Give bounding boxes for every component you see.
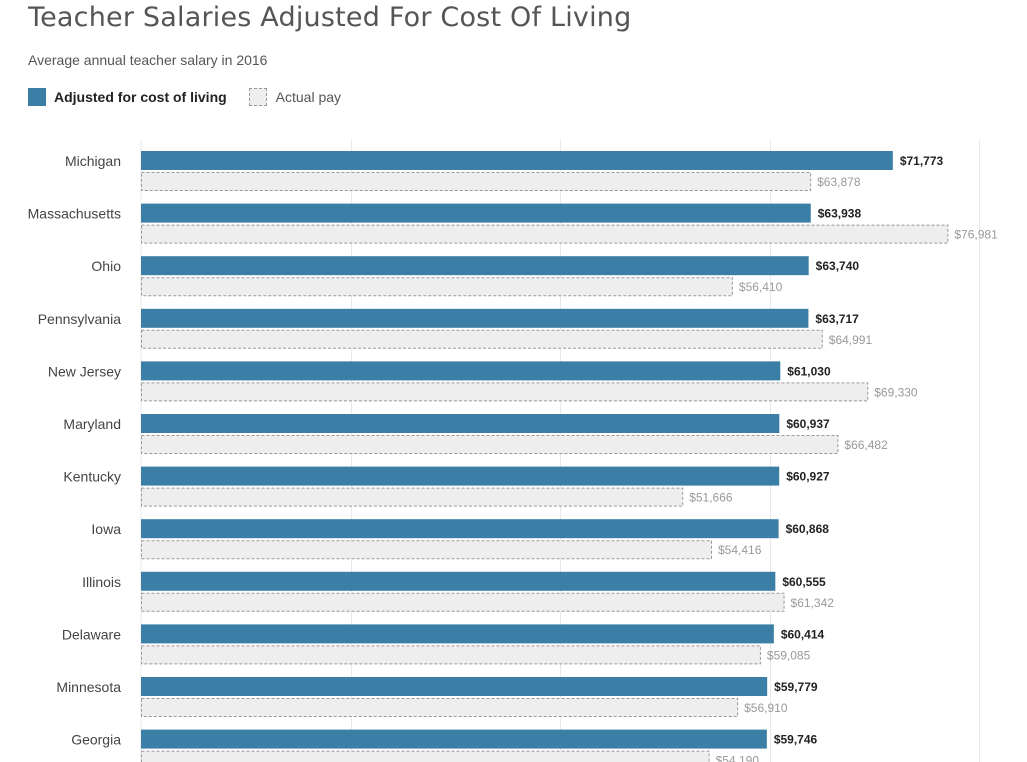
category-label: Delaware [62, 626, 121, 642]
data-label-adjusted: $59,779 [774, 680, 818, 694]
chart-row: Pennsylvania $63,717 $64,991 [38, 308, 873, 349]
bar-actual [141, 592, 785, 612]
legend-label-adjusted: Adjusted for cost of living [54, 89, 227, 105]
data-label-actual: $59,085 [767, 648, 811, 662]
chart-row: Iowa $60,868 $54,416 [91, 519, 830, 560]
chart-row: Michigan $71,773 $63,878 [65, 151, 944, 191]
bar-actual [141, 172, 812, 191]
bar-adjusted [141, 256, 809, 276]
bar-actual [141, 329, 823, 349]
data-label-actual: $64,991 [829, 333, 873, 347]
chart-row: Minnesota $59,779 $56,910 [56, 677, 818, 717]
bar-adjusted [141, 361, 781, 381]
chart-row: New Jersey $61,030 $69,330 [48, 361, 918, 402]
data-label-actual: $69,330 [874, 385, 918, 399]
bar-actual [141, 645, 761, 665]
bar-adjusted [141, 729, 767, 749]
data-label-actual: $63,878 [817, 175, 861, 189]
bar-actual [141, 698, 739, 717]
data-label-actual: $76,981 [954, 228, 998, 242]
bar-actual [141, 382, 869, 402]
bar-actual [141, 277, 733, 297]
bar-adjusted [141, 624, 774, 644]
bar-chart: Michigan $71,773 $63,878 Massachusetts $63,9… [28, 140, 998, 762]
chart-row: Ohio $63,740 $56,410 [91, 256, 860, 297]
bar-adjusted [141, 466, 780, 486]
bar-actual [141, 540, 713, 560]
bar-adjusted [141, 414, 780, 433]
bar-actual [141, 224, 949, 244]
category-label: Minnesota [56, 679, 121, 695]
data-label-adjusted: $63,717 [815, 312, 859, 326]
category-label: Maryland [63, 416, 121, 432]
data-label-actual: $51,666 [689, 491, 733, 505]
bar-adjusted [141, 677, 768, 696]
chart-row: Kentucky $60,927 $51,666 [63, 466, 830, 507]
chart-subtitle: Average annual teacher salary in 2016 [28, 52, 268, 68]
data-label-actual: $54,190 [716, 754, 760, 762]
data-label-adjusted: $60,937 [786, 417, 830, 431]
data-label-actual: $56,910 [744, 701, 788, 715]
category-label: New Jersey [48, 363, 121, 379]
chart-row: Maryland $60,937 $66,482 [63, 414, 888, 454]
data-label-adjusted: $60,927 [786, 470, 830, 484]
data-label-actual: $54,416 [718, 543, 762, 557]
chart-row: Georgia $59,746 $54,190 [71, 729, 818, 762]
data-label-adjusted: $59,746 [774, 733, 818, 747]
chart-row: Illinois $60,555 $61,342 [82, 571, 835, 612]
bar-adjusted [141, 308, 809, 328]
category-label: Kentucky [63, 469, 121, 485]
chart-row: Massachusetts $63,938 $76,981 [28, 203, 998, 244]
chart-row: Delaware $60,414 $59,085 [62, 624, 825, 665]
legend-label-actual: Actual pay [275, 89, 342, 105]
legend: Adjusted for cost of living Actual pay [28, 88, 341, 106]
legend-swatch-actual [248, 88, 267, 106]
category-label: Georgia [71, 732, 121, 748]
data-label-adjusted: $60,555 [782, 575, 826, 589]
data-label-actual: $56,410 [739, 280, 783, 294]
data-label-actual: $61,342 [791, 596, 835, 610]
category-label: Ohio [91, 258, 121, 274]
category-label: Michigan [65, 153, 121, 169]
bar-adjusted [141, 151, 893, 170]
data-label-actual: $66,482 [844, 438, 888, 452]
chart-rows: Michigan $71,773 $63,878 Massachusetts $63,9… [28, 151, 998, 762]
data-label-adjusted: $60,868 [786, 522, 830, 536]
category-label: Pennsylvania [38, 311, 121, 327]
category-label: Massachusetts [28, 206, 121, 222]
legend-swatch-adjusted [28, 88, 46, 106]
bar-actual [141, 487, 684, 507]
category-label: Illinois [82, 574, 121, 590]
data-label-adjusted: $71,773 [900, 154, 944, 168]
bar-actual [141, 750, 710, 762]
bar-actual [141, 435, 839, 454]
bar-adjusted [141, 571, 776, 591]
data-label-adjusted: $60,414 [781, 627, 825, 641]
category-label: Iowa [91, 521, 121, 537]
data-label-adjusted: $63,740 [816, 259, 860, 273]
data-label-adjusted: $61,030 [787, 364, 831, 378]
bar-adjusted [141, 203, 811, 223]
data-label-adjusted: $63,938 [818, 207, 862, 221]
chart-title: Teacher Salaries Adjusted For Cost Of Li… [28, 2, 632, 33]
bar-adjusted [141, 519, 779, 539]
